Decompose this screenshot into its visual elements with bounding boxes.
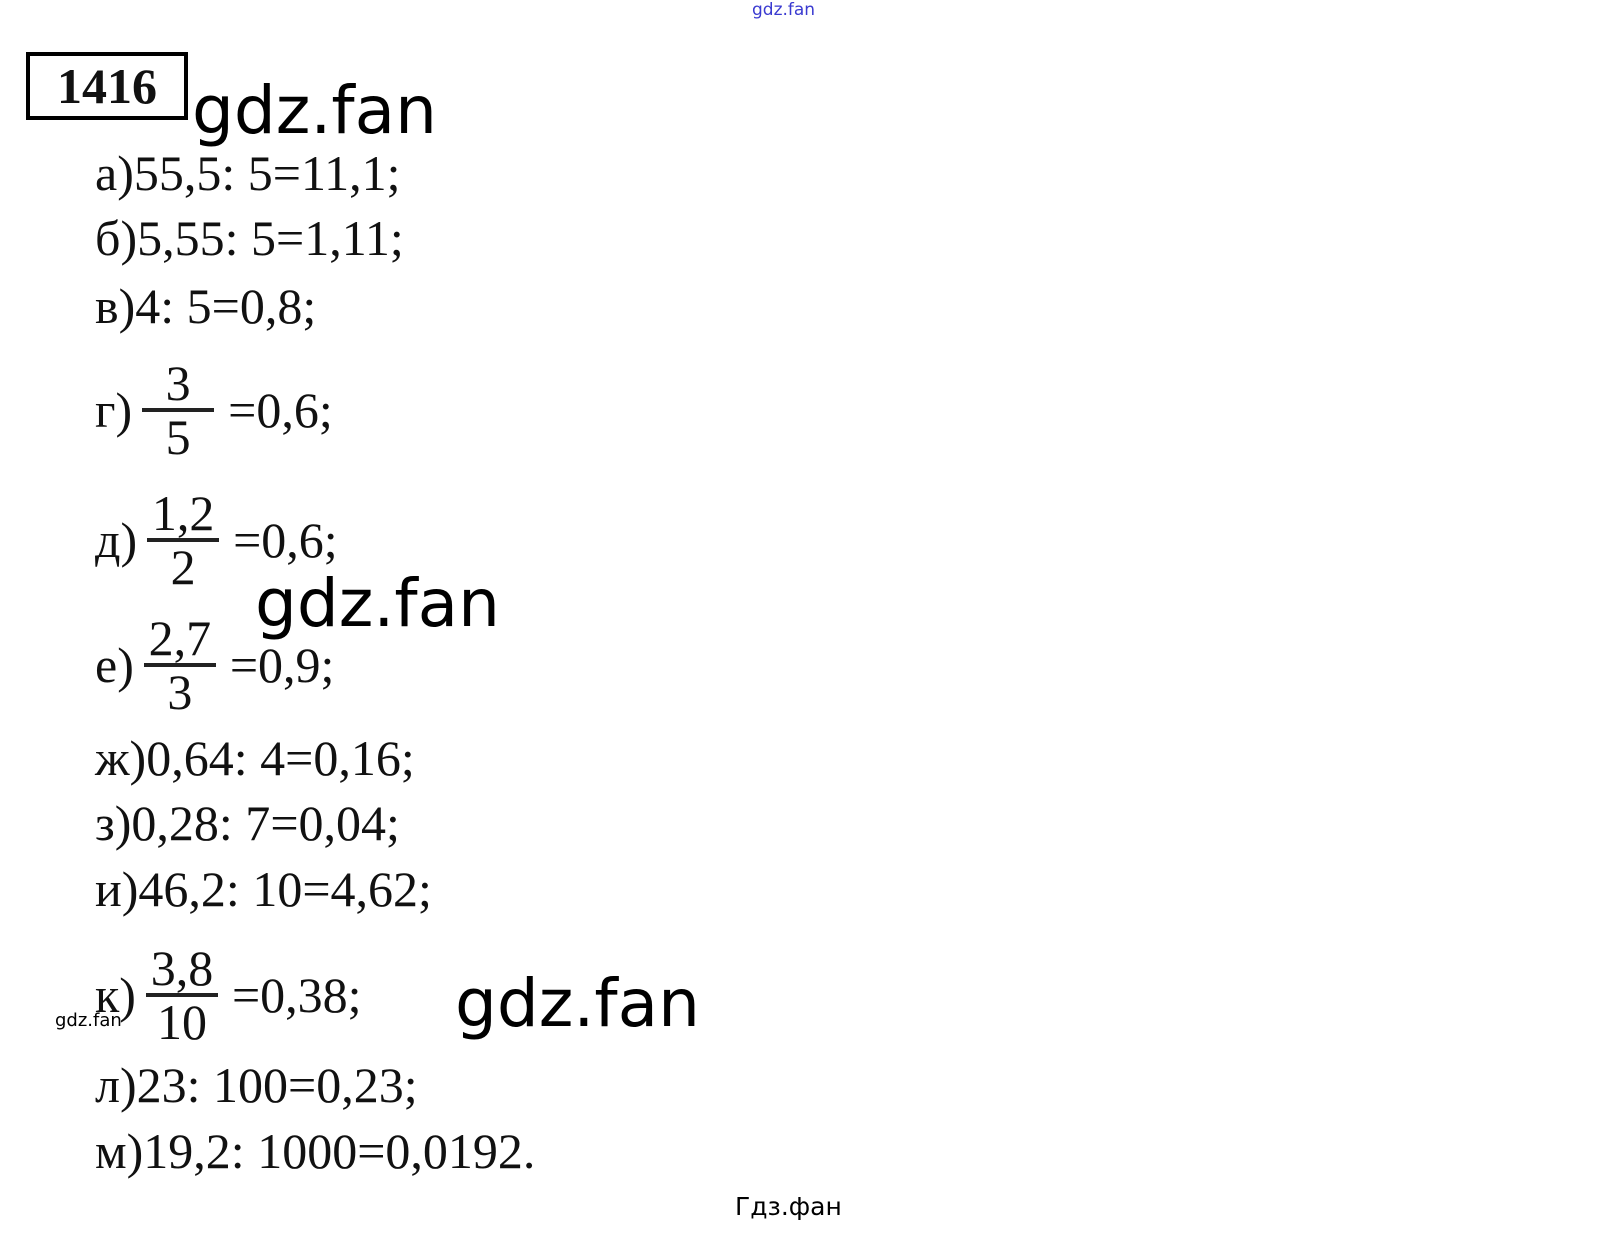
fraction: 3,8 10	[145, 940, 218, 1050]
result: 0,16;	[313, 730, 415, 786]
watermark-small: gdz.fan	[55, 1010, 122, 1031]
watermark-big-2: gdz.fan	[255, 565, 500, 642]
solution-line: д) 1,2 2 = 0,6;	[95, 488, 338, 592]
item-label: а)	[95, 145, 134, 201]
solution-line: б) 5,55: 5 = 1,11;	[95, 208, 404, 268]
watermark-bottom: Гдз.фан	[735, 1192, 842, 1221]
solution-line: ж) 0,64: 4 = 0,16;	[95, 728, 415, 788]
fraction-bar	[145, 993, 218, 997]
fraction-bar	[147, 538, 220, 542]
equals-sign: =	[233, 512, 262, 568]
numerator: 2,7	[148, 610, 212, 666]
result: 0,8;	[239, 278, 317, 334]
result: 1,11;	[304, 210, 404, 266]
equals-sign: =	[302, 861, 331, 917]
result: 0,23;	[316, 1057, 418, 1113]
watermark-big-1: gdz.fan	[192, 72, 437, 149]
item-label: ж)	[95, 730, 147, 786]
item-label: б)	[95, 210, 138, 266]
item-label: г)	[95, 382, 133, 438]
expression: 0,64: 4	[146, 730, 286, 786]
expression: 5,55: 5	[137, 210, 276, 266]
denominator: 2	[170, 539, 196, 595]
result: 4,62;	[330, 861, 432, 917]
equals-sign: =	[288, 1057, 317, 1113]
problem-number: 1416	[26, 52, 188, 120]
item-label: и)	[95, 861, 139, 917]
solution-line: и) 46,2: 10 = 4,62;	[95, 859, 432, 919]
equals-sign: =	[270, 795, 299, 851]
equals-sign: =	[211, 278, 240, 334]
denominator: 5	[165, 409, 191, 465]
solution-line: м) 19,2: 1000 = 0,0192.	[95, 1121, 535, 1181]
fraction-bar	[143, 663, 216, 667]
item-label: з)	[95, 795, 132, 851]
solution-line: к) 3,8 10 = 0,38;	[95, 943, 362, 1047]
fraction: 1,2 2	[147, 485, 220, 595]
expression: 23: 100	[136, 1057, 289, 1113]
numerator: 3	[165, 355, 191, 411]
item-label: в)	[95, 278, 136, 334]
result: 11,1;	[300, 145, 401, 201]
solution-line: е) 2,7 3 = 0,9;	[95, 613, 335, 717]
equals-sign: =	[285, 730, 314, 786]
item-label: м)	[95, 1123, 144, 1179]
item-label: л)	[95, 1057, 137, 1113]
denominator: 10	[156, 994, 207, 1050]
solution-line: в) 4: 5 = 0,8;	[95, 276, 316, 336]
solution-line: з) 0,28: 7 = 0,04;	[95, 793, 400, 853]
equals-sign: =	[276, 210, 305, 266]
equals-sign: =	[228, 382, 257, 438]
equals-sign: =	[272, 145, 301, 201]
item-label: к)	[95, 967, 136, 1023]
solution-line: а) 55,5: 5 = 11,1;	[95, 143, 401, 203]
expression: 19,2: 1000	[143, 1123, 358, 1179]
numerator: 1,2	[151, 485, 215, 541]
equals-sign: =	[231, 967, 261, 1023]
expression: 46,2: 10	[138, 861, 303, 917]
item-label: е)	[95, 637, 134, 693]
denominator: 3	[167, 664, 193, 720]
equals-sign: =	[229, 637, 259, 693]
fraction: 2,7 3	[143, 610, 216, 720]
result: 0,6;	[256, 382, 333, 438]
expression: 0,28: 7	[131, 795, 271, 851]
result: 0,38;	[260, 967, 362, 1023]
result: 0,6;	[261, 512, 338, 568]
numerator: 3,8	[150, 940, 214, 996]
watermark-big-3: gdz.fan	[455, 965, 700, 1042]
result: 0,9;	[258, 637, 335, 693]
expression: 4: 5	[135, 278, 212, 334]
equals-sign: =	[357, 1123, 386, 1179]
fraction-bar	[142, 408, 215, 412]
item-label: д)	[95, 512, 138, 568]
result: 0,04;	[298, 795, 400, 851]
expression: 55,5: 5	[133, 145, 273, 201]
watermark-top: gdz.fan	[752, 0, 816, 20]
result: 0,0192.	[385, 1123, 536, 1179]
solution-line: л) 23: 100 = 0,23;	[95, 1055, 418, 1115]
